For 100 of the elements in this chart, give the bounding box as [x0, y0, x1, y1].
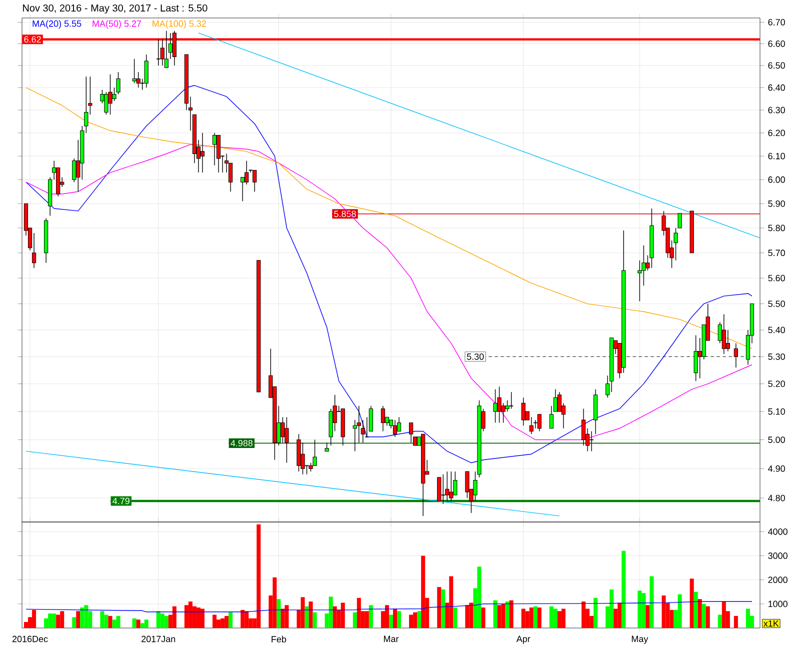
- bar: [718, 614, 722, 628]
- candlestick: [734, 342, 738, 368]
- bar: [276, 599, 281, 628]
- bar: [481, 608, 486, 628]
- bar: [505, 602, 510, 628]
- x-tick-label: 2017Jan: [142, 636, 176, 642]
- bar: [224, 616, 229, 628]
- bar: [356, 598, 361, 628]
- bar: [304, 606, 309, 628]
- y-tick-label: 6.20: [768, 130, 785, 136]
- candlestick: [537, 414, 542, 432]
- y-tick-label: 6.10: [768, 152, 785, 160]
- bar: [384, 605, 389, 628]
- y-tick-label: 5.80: [768, 224, 785, 232]
- candlestick: [144, 54, 148, 88]
- bar: [521, 608, 526, 628]
- bar: [72, 617, 76, 628]
- y-tick-label: 6.40: [768, 84, 785, 91]
- y-tick-label: 3000: [768, 552, 788, 559]
- candlestick: [440, 474, 446, 504]
- bar: [582, 602, 586, 628]
- y-tick-label: 5.50: [768, 300, 785, 307]
- bar: [441, 589, 446, 628]
- candlestick: [212, 132, 217, 166]
- y-tick-label: 6.60: [768, 40, 785, 47]
- bar: [413, 612, 418, 628]
- bar: [409, 614, 414, 628]
- x-tick-label: May: [632, 636, 648, 644]
- bar: [48, 614, 52, 628]
- bar: [164, 616, 168, 628]
- bar: [108, 616, 112, 628]
- candlestick: [509, 392, 514, 410]
- bar: [100, 611, 104, 628]
- bar: [364, 611, 369, 628]
- bar: [220, 618, 225, 628]
- bar: [184, 605, 188, 628]
- bar: [437, 587, 442, 628]
- bar: [312, 612, 317, 628]
- y-tick-label: 6.50: [768, 62, 785, 69]
- bar: [256, 524, 261, 628]
- bar: [84, 605, 88, 628]
- bar: [389, 614, 394, 628]
- ref-line-label: 5.30: [466, 353, 484, 360]
- bar: [308, 602, 313, 628]
- bar: [80, 608, 84, 628]
- bar: [160, 614, 164, 628]
- bar: [469, 602, 474, 628]
- ref-line-label: 6.62: [24, 36, 41, 43]
- candlestick: [437, 477, 442, 502]
- bar: [116, 616, 120, 628]
- y-axis-title: x1K: [764, 620, 779, 627]
- bar: [156, 611, 160, 628]
- y-tick-label: 4000: [768, 528, 788, 535]
- y-tick-label: 1000: [768, 600, 788, 608]
- candlestick: [156, 39, 161, 66]
- y-tick-label: 5.40: [768, 326, 785, 334]
- bar: [300, 597, 305, 628]
- line-series: [26, 601, 752, 612]
- y-tick-label: 4.80: [768, 494, 785, 502]
- bar: [140, 623, 144, 628]
- bar: [553, 608, 558, 628]
- bar: [453, 608, 458, 628]
- ref-line-label: 4.79: [112, 498, 130, 504]
- bar: [557, 611, 562, 628]
- bar: [529, 608, 534, 628]
- bar: [340, 602, 345, 628]
- bar: [690, 578, 694, 628]
- y-tick-label: 5.00: [768, 436, 785, 443]
- bar: [698, 599, 702, 628]
- candlestick: [409, 422, 414, 443]
- y-tick-label: 5.10: [768, 408, 785, 415]
- candlestick: [493, 388, 498, 424]
- bar: [393, 608, 398, 628]
- bar: [622, 550, 626, 628]
- bar: [537, 608, 542, 628]
- candlestick: [445, 471, 450, 502]
- bar: [561, 608, 566, 628]
- text: MA(50) 5.27: [92, 20, 142, 29]
- line-series: [26, 87, 752, 349]
- y-tick-label: 5.60: [768, 274, 785, 282]
- bar: [52, 614, 56, 628]
- candlestick: [132, 58, 136, 84]
- bar: [722, 602, 726, 628]
- bar: [136, 620, 140, 628]
- y-tick-label: 5.90: [768, 200, 785, 207]
- x-tick-label: Apr: [516, 636, 530, 644]
- candlestick: [694, 334, 698, 382]
- text: MA(20) 5.55: [32, 20, 82, 29]
- bar: [646, 605, 650, 628]
- candlestick: [726, 330, 730, 352]
- y-tick-label: 5.70: [768, 250, 785, 256]
- bar: [421, 556, 426, 628]
- bar: [702, 604, 706, 628]
- bar: [706, 606, 710, 628]
- ref-line-label: 4.988: [230, 440, 253, 446]
- bar: [465, 605, 470, 628]
- bar: [200, 608, 204, 628]
- bar: [112, 620, 116, 628]
- candlestick: [380, 406, 386, 432]
- bar: [368, 605, 373, 628]
